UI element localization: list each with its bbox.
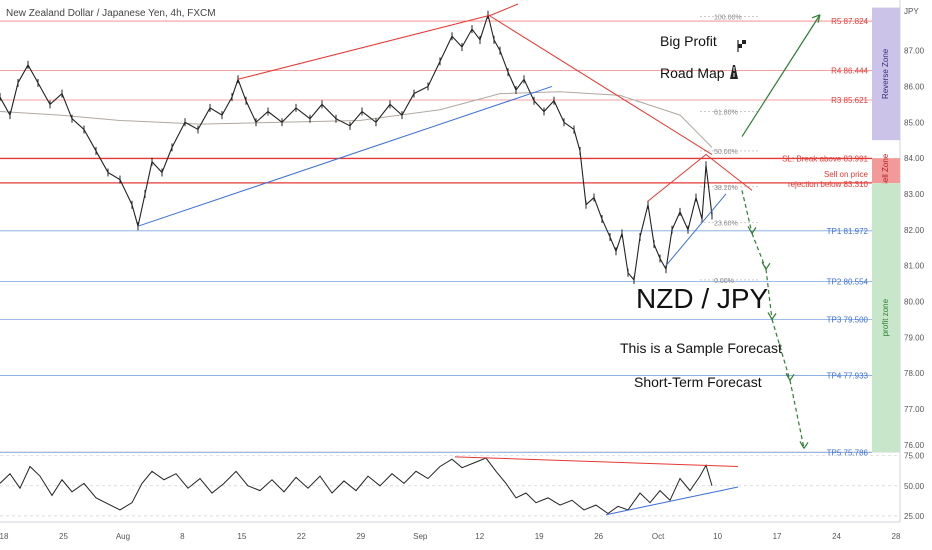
x-tick-label: Oct: [652, 532, 665, 541]
x-tick-label: 18: [0, 532, 9, 541]
moving-average-layer: [0, 91, 713, 148]
level-label: TP4 77.933: [827, 372, 869, 381]
forecast-layer: [741, 14, 821, 449]
road-icon: [730, 65, 738, 79]
osc-y-tick-label: 75.00: [904, 452, 925, 461]
price-series-line: [0, 12, 713, 282]
fib-label: 38.20%: [714, 185, 738, 192]
y-axis-unit: JPY: [904, 7, 919, 16]
x-tick-label: 17: [773, 532, 782, 541]
osc-y-tick-label: 25.00: [904, 512, 925, 521]
zone-band: [872, 7, 900, 141]
zone-label: Sell Zone: [881, 153, 890, 187]
moving-average-line: [0, 91, 713, 148]
y-tick-label: 80.00: [904, 297, 925, 306]
forecast-down-segment: [765, 269, 773, 320]
forecast-down-arrowhead: [747, 226, 757, 234]
y-tick-label: 78.00: [904, 369, 925, 378]
price-layer: [0, 10, 713, 284]
forecast-down-arrowhead: [785, 373, 795, 381]
forecast-down-segment: [741, 190, 753, 234]
oscillator-line: [0, 457, 713, 515]
zones-layer: Reverse Zone Sell Zone profit zone: [872, 7, 900, 452]
x-tick-label: 29: [356, 532, 365, 541]
fibonacci-layer: 100.00% 61.80% 50.00% 38.20% 23.60% 0.00%: [700, 15, 760, 285]
oscillator-layer: [0, 455, 900, 517]
level-label: R4 86.444: [831, 67, 868, 76]
y-tick-label: 76.00: [904, 441, 925, 450]
short-term-label: Short-Term Forecast: [634, 374, 762, 390]
big-profit-label: Big Profit: [660, 33, 717, 49]
x-tick-label: Aug: [116, 532, 130, 541]
zone-band: [872, 183, 900, 452]
trendline: [487, 14, 713, 155]
trendline: [137, 85, 553, 227]
forecast-down-arrowhead: [799, 441, 809, 449]
x-tick-label: 24: [832, 532, 841, 541]
oscillator-trendline: [605, 486, 739, 516]
level-label: rejection below 83.310: [788, 180, 869, 189]
x-tick-label: 25: [59, 532, 68, 541]
y-tick-label: 81.00: [904, 262, 925, 271]
pair-label: NZD / JPY: [636, 283, 769, 314]
fib-label: 23.60%: [714, 221, 738, 228]
trendline: [237, 3, 519, 80]
level-label: SL: Break above 83.991: [782, 154, 868, 163]
x-tick-label: 22: [297, 532, 306, 541]
y-tick-label: 84.00: [904, 154, 925, 163]
y-tick-label: 86.00: [904, 82, 925, 91]
x-tick-label: 12: [475, 532, 484, 541]
level-label: TP1 81.972: [827, 227, 869, 236]
flag-icon: [737, 40, 746, 52]
y-tick-label: 83.00: [904, 190, 925, 199]
trendlines-layer: [137, 3, 753, 266]
fib-label: 61.80%: [714, 110, 738, 117]
forecast-down-arrowhead: [761, 261, 771, 270]
y-tick-label: 87.00: [904, 47, 925, 56]
level-label: Sell on price: [824, 170, 869, 179]
y-tick-label: 79.00: [904, 333, 925, 342]
oscillator-trendline: [454, 456, 739, 467]
forecast-down-segment: [771, 319, 791, 381]
x-tick-label: 10: [713, 532, 722, 541]
annotations-layer: New Zealand Dollar / Japanese Yen, 4h, F…: [6, 8, 782, 390]
x-tick-label: 15: [237, 532, 246, 541]
y-tick-label: 77.00: [904, 405, 925, 414]
y-tick-label: 85.00: [904, 118, 925, 127]
level-label: TP5 75.786: [827, 449, 869, 458]
x-tick-label: 19: [535, 532, 544, 541]
fib-label: 100.00%: [714, 15, 742, 22]
x-tick-label: 26: [594, 532, 603, 541]
osc-y-tick-label: 50.00: [904, 482, 925, 491]
level-label: TP2 80.554: [827, 278, 869, 287]
forecast-up-arrowhead: [811, 14, 821, 23]
fib-label: 50.00%: [714, 149, 738, 156]
y-tick-label: 82.00: [904, 226, 925, 235]
forecast-down-arrowhead: [767, 312, 777, 320]
zone-label: profit zone: [881, 298, 890, 336]
fib-label: 0.00%: [714, 278, 734, 285]
level-label: R5 87.824: [831, 17, 868, 26]
forecast-down-segment: [789, 380, 805, 449]
x-tick-label: 28: [892, 532, 901, 541]
x-tick-label: Sep: [413, 532, 428, 541]
zone-label: Reverse Zone: [881, 48, 890, 99]
axes-layer: JPY87.0086.0085.0084.0083.0082.0081.0080…: [0, 7, 925, 541]
trendline: [647, 153, 753, 202]
level-label: TP3 79.500: [827, 315, 869, 324]
chart-title: New Zealand Dollar / Japanese Yen, 4h, F…: [6, 8, 216, 19]
trendline: [665, 193, 727, 266]
level-label: R3 85.621: [831, 96, 868, 105]
x-tick-label: 8: [180, 532, 185, 541]
zone-band: [872, 158, 900, 184]
sample-forecast-label: This is a Sample Forecast: [620, 340, 782, 356]
road-map-label: Road Map: [660, 65, 725, 81]
forecast-up-arrow: [741, 14, 821, 137]
